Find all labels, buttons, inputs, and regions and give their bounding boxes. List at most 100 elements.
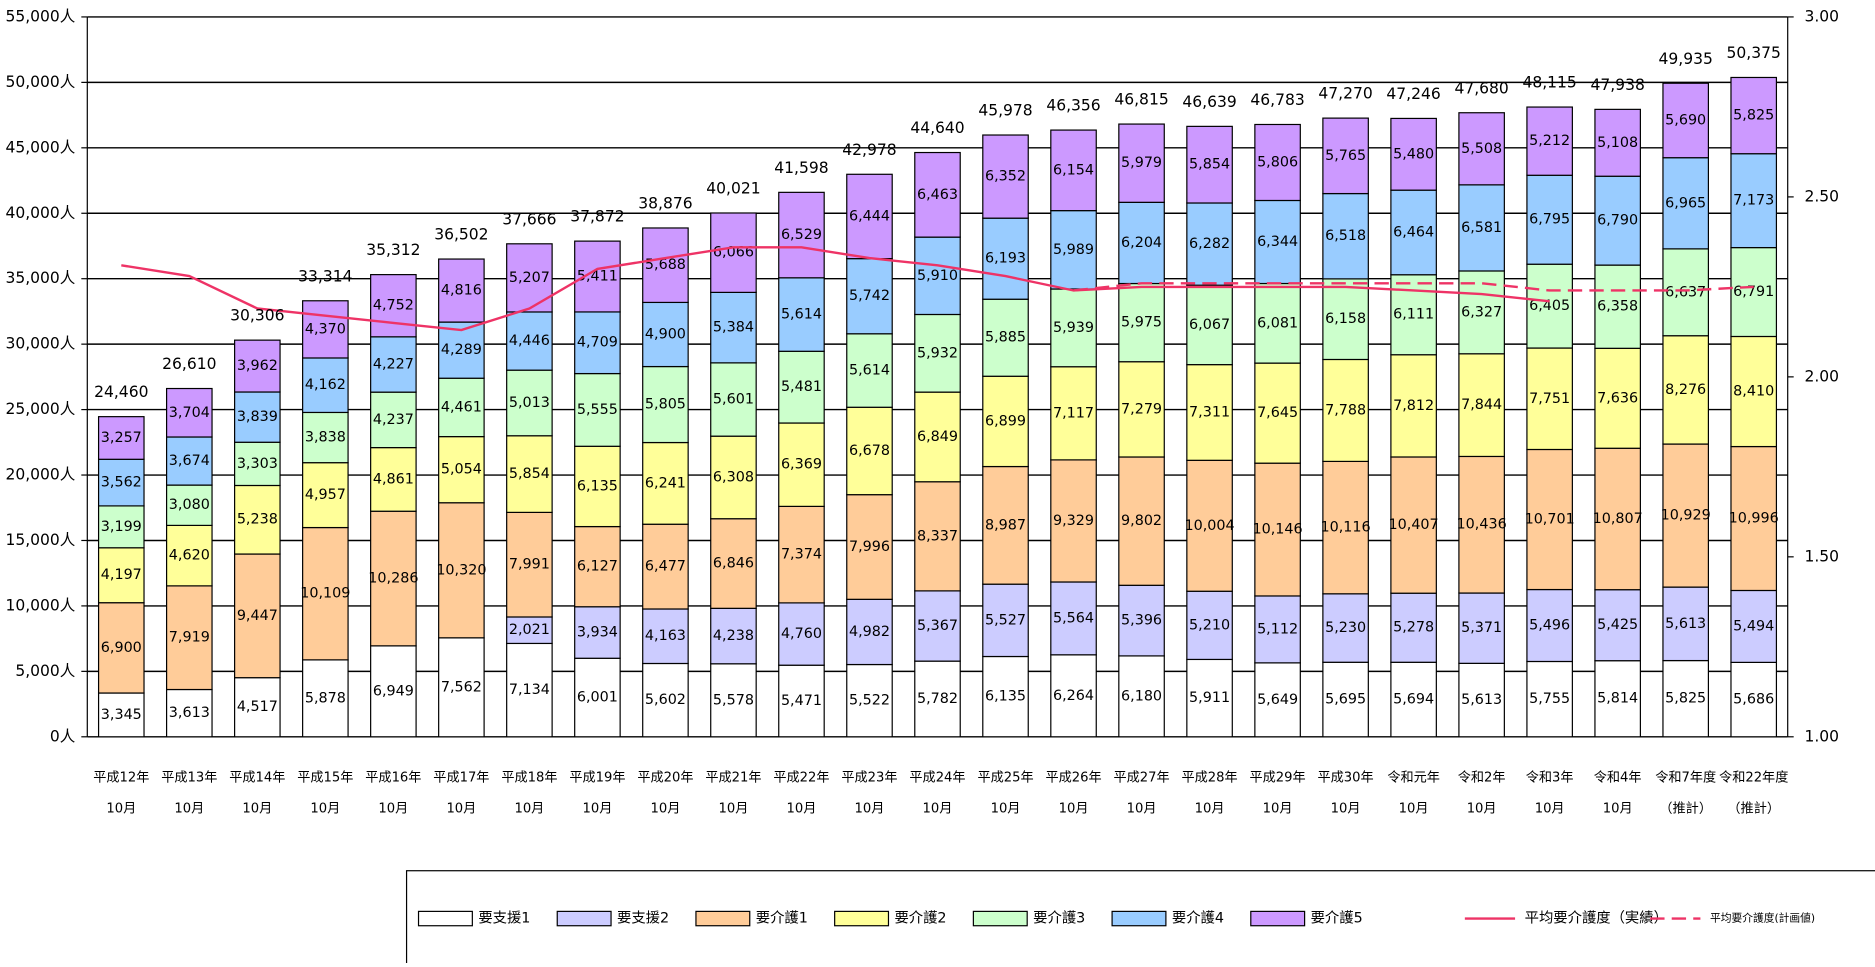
legend-label: 要介護2	[894, 910, 946, 927]
bar-segment	[1254, 123, 1301, 202]
segment-label: 8,410	[1733, 384, 1774, 400]
bar-segment	[1594, 264, 1641, 349]
total-label: 33,314	[298, 267, 352, 285]
bar-segment	[165, 387, 213, 438]
bar-segment	[1118, 123, 1165, 203]
segment-label: 5,384	[713, 320, 754, 336]
y-tick-label: 15,000人	[5, 531, 75, 549]
segment-label: 5,564	[1053, 610, 1094, 626]
segment-label: 6,637	[1665, 284, 1706, 300]
segment-label: 5,911	[1189, 690, 1230, 706]
bar-segment	[1526, 660, 1573, 738]
bar-segment	[1186, 125, 1233, 204]
segment-label: 5,614	[849, 363, 890, 379]
bar-segment	[574, 657, 621, 738]
segment-label: 6,344	[1257, 234, 1298, 250]
legend-swatch	[972, 910, 1028, 927]
total-label: 47,938	[1590, 76, 1644, 94]
x-tick-label: 令和7年度（推計）	[1655, 769, 1716, 816]
bar-segment	[234, 441, 281, 487]
segment-label: 7,311	[1189, 404, 1230, 420]
x-tick-label: 平成20年 10月	[637, 769, 693, 816]
legend-swatch	[1250, 910, 1306, 927]
bar-segment	[1322, 192, 1369, 280]
bar-segment	[914, 313, 961, 393]
segment-label: 4,446	[509, 333, 550, 349]
bar-segment	[1390, 274, 1437, 356]
bar-segment	[1390, 592, 1437, 663]
total-label: 35,312	[366, 241, 420, 259]
segment-label: 7,919	[169, 630, 210, 646]
segment-label: 10,146	[1253, 522, 1303, 538]
segment-label: 6,067	[1189, 317, 1230, 333]
segment-label: 3,562	[101, 475, 142, 491]
bar-segment	[234, 339, 281, 393]
bar-segment	[97, 505, 145, 549]
segment-label: 4,709	[577, 335, 618, 351]
bar-segment	[778, 664, 825, 738]
bar-segment	[710, 212, 757, 293]
segment-label: 6,352	[985, 169, 1026, 185]
segment-label: 7,996	[849, 539, 890, 555]
bar-segment	[1390, 117, 1437, 191]
bar-segment	[710, 435, 757, 520]
legend-swatch	[695, 910, 751, 927]
bar-segment	[1254, 595, 1301, 664]
segment-label: 6,965	[1665, 195, 1706, 211]
segment-label: 3,704	[169, 405, 210, 421]
bar-segment	[302, 300, 349, 359]
bar-segment	[778, 602, 825, 666]
segment-label: 5,975	[1121, 315, 1162, 331]
bar-segment	[1050, 288, 1097, 368]
bar-segment	[982, 465, 1029, 585]
segment-label: 5,496	[1529, 618, 1570, 634]
x-tick-label: 平成22年 10月	[773, 769, 829, 816]
bar-segment	[97, 692, 145, 738]
segment-label: 6,678	[849, 443, 890, 459]
segment-label: 4,461	[441, 399, 482, 415]
bar-segment	[642, 662, 689, 738]
total-label: 49,935	[1659, 50, 1713, 68]
segment-label: 5,601	[713, 392, 754, 408]
segment-label: 6,308	[713, 469, 754, 485]
x-tick-label: 平成19年 10月	[569, 769, 625, 816]
x-tick-label: 平成15年 10月	[297, 769, 353, 816]
segment-label: 5,814	[1597, 691, 1638, 707]
segment-label: 5,910	[917, 268, 958, 284]
bar-segment	[1458, 592, 1505, 664]
segment-label: 6,846	[713, 556, 754, 572]
bar-segment	[1322, 661, 1369, 738]
segment-label: 10,286	[368, 571, 418, 587]
segment-label: 9,329	[1053, 513, 1094, 529]
bar-segment	[438, 436, 485, 504]
y-tick-label: 45,000人	[5, 138, 75, 156]
bar-segment	[1186, 364, 1233, 461]
segment-label: 4,237	[373, 412, 414, 428]
bar-segment	[1526, 347, 1573, 451]
bar-segment	[438, 258, 485, 323]
legend-swatch	[417, 910, 473, 927]
bar-segment	[302, 462, 349, 529]
segment-label: 4,816	[441, 283, 482, 299]
segment-label: 7,645	[1257, 405, 1298, 421]
segment-label: 6,111	[1393, 307, 1434, 323]
y-tick-label: 25,000人	[5, 400, 75, 418]
bar-segment	[982, 217, 1029, 300]
bar-segment	[778, 422, 825, 507]
segment-label: 6,464	[1393, 224, 1434, 240]
segment-label: 5,939	[1053, 320, 1094, 336]
y-tick-label: 50,000人	[5, 73, 75, 91]
bar-segment	[1118, 361, 1165, 458]
bar-segment	[1050, 654, 1097, 738]
total-label: 46,639	[1182, 93, 1236, 111]
segment-label: 7,788	[1325, 402, 1366, 418]
bar-segment	[302, 659, 349, 738]
segment-label: 7,812	[1393, 398, 1434, 414]
segment-label: 5,613	[1461, 692, 1502, 708]
bar-segment	[914, 660, 961, 738]
segment-label: 5,480	[1393, 146, 1434, 162]
segment-label: 6,849	[917, 429, 958, 445]
segment-label: 5,411	[577, 269, 618, 285]
bar-segment	[846, 333, 893, 408]
